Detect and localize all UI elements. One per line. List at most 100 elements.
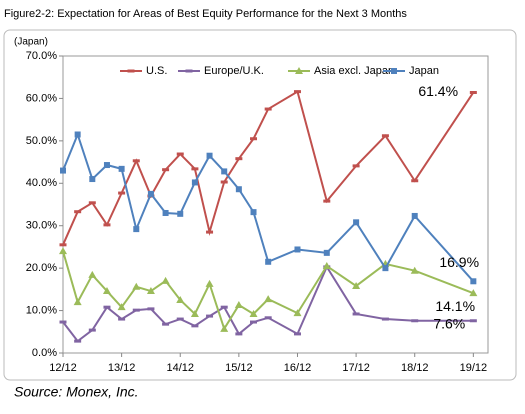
x-tick-label: 12/12 bbox=[49, 362, 77, 374]
marker bbox=[191, 167, 199, 171]
marker bbox=[133, 226, 140, 233]
marker bbox=[74, 210, 82, 214]
y-tick-label: 30.0% bbox=[26, 220, 57, 232]
marker bbox=[293, 309, 302, 317]
x-tick-label: 13/12 bbox=[108, 362, 136, 374]
data-label: 7.6% bbox=[433, 315, 465, 331]
marker bbox=[469, 319, 477, 323]
marker bbox=[220, 324, 229, 332]
x-tick-label: 15/12 bbox=[225, 362, 253, 374]
marker bbox=[220, 180, 228, 184]
marker bbox=[132, 159, 140, 163]
legend-label: Europe/U.K. bbox=[204, 65, 264, 77]
marker bbox=[265, 258, 272, 265]
y-axis-label: (Japan) bbox=[14, 37, 48, 48]
legend-label: Asia excl. Japan bbox=[314, 65, 394, 77]
marker bbox=[293, 332, 301, 336]
y-tick-label: 70.0% bbox=[26, 50, 57, 62]
legend-label: Japan bbox=[409, 65, 439, 77]
marker bbox=[177, 210, 184, 217]
x-tick-label: 18/12 bbox=[401, 362, 429, 374]
marker bbox=[176, 152, 184, 156]
y-tick-label: 20.0% bbox=[26, 262, 57, 274]
marker bbox=[411, 179, 419, 183]
marker bbox=[74, 339, 82, 343]
data-label: 16.9% bbox=[439, 254, 479, 270]
marker bbox=[103, 162, 110, 169]
x-tick-label: 17/12 bbox=[342, 362, 370, 374]
marker bbox=[102, 287, 111, 295]
y-tick-label: 10.0% bbox=[26, 304, 57, 316]
marker bbox=[411, 319, 419, 323]
marker bbox=[73, 298, 82, 306]
chart-border bbox=[3, 29, 517, 381]
marker bbox=[118, 317, 126, 321]
chart-title: Figure2-2: Expectation for Areas of Best… bbox=[4, 8, 407, 20]
marker bbox=[88, 201, 96, 205]
plot-border bbox=[62, 55, 489, 354]
marker bbox=[206, 314, 214, 318]
marker bbox=[118, 191, 126, 195]
marker bbox=[59, 243, 67, 247]
data-label: 14.1% bbox=[435, 298, 475, 314]
marker bbox=[250, 137, 258, 141]
marker bbox=[381, 134, 389, 138]
marker bbox=[132, 308, 140, 312]
marker bbox=[250, 209, 257, 216]
marker bbox=[322, 262, 331, 270]
marker bbox=[117, 303, 126, 311]
marker bbox=[323, 199, 331, 203]
marker bbox=[469, 289, 478, 297]
marker bbox=[294, 246, 301, 253]
x-tick-label: 14/12 bbox=[166, 362, 194, 374]
marker bbox=[103, 223, 111, 227]
y-tick-label: 0.0% bbox=[32, 347, 57, 359]
marker bbox=[235, 157, 243, 161]
marker bbox=[206, 152, 213, 159]
legend-marker bbox=[127, 69, 135, 73]
marker bbox=[264, 316, 272, 320]
x-tick-label: 19/12 bbox=[460, 362, 488, 374]
marker bbox=[176, 317, 184, 321]
marker bbox=[74, 131, 81, 138]
marker bbox=[264, 295, 273, 303]
marker bbox=[235, 332, 243, 336]
marker bbox=[264, 107, 272, 111]
y-tick-label: 50.0% bbox=[26, 135, 57, 147]
marker bbox=[89, 176, 96, 183]
marker bbox=[221, 168, 228, 175]
marker bbox=[103, 305, 111, 309]
marker bbox=[323, 249, 330, 256]
data-label: 61.4% bbox=[418, 83, 458, 99]
marker bbox=[469, 90, 477, 94]
source: Source: Monex, Inc. bbox=[14, 384, 139, 400]
marker bbox=[147, 307, 155, 311]
marker bbox=[147, 190, 154, 197]
legend-marker bbox=[391, 68, 397, 74]
marker bbox=[59, 247, 67, 255]
marker bbox=[161, 276, 170, 284]
marker bbox=[59, 320, 67, 324]
marker bbox=[250, 320, 258, 324]
marker bbox=[293, 90, 301, 94]
marker bbox=[234, 301, 243, 309]
marker bbox=[470, 278, 477, 285]
marker bbox=[205, 279, 214, 287]
marker bbox=[410, 266, 419, 274]
marker bbox=[191, 179, 198, 186]
marker bbox=[382, 265, 389, 272]
legend-label: U.S. bbox=[146, 65, 167, 77]
marker bbox=[162, 168, 170, 172]
marker bbox=[176, 295, 185, 303]
legend-marker bbox=[295, 67, 303, 74]
marker bbox=[118, 165, 125, 172]
marker bbox=[60, 167, 66, 174]
marker bbox=[88, 328, 96, 332]
legend-marker bbox=[185, 69, 193, 73]
marker bbox=[146, 287, 155, 295]
marker bbox=[381, 317, 389, 321]
marker bbox=[190, 309, 199, 317]
marker bbox=[411, 212, 418, 219]
y-tick-label: 40.0% bbox=[26, 177, 57, 189]
